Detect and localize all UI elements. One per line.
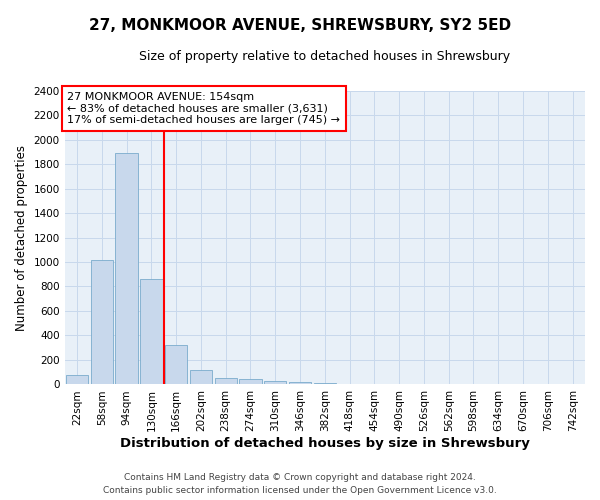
Text: 27, MONKMOOR AVENUE, SHREWSBURY, SY2 5ED: 27, MONKMOOR AVENUE, SHREWSBURY, SY2 5ED [89,18,511,32]
Bar [115,153,138,384]
Bar [165,346,187,385]
Bar [140,279,163,384]
Bar [91,260,113,384]
Y-axis label: Number of detached properties: Number of detached properties [15,144,28,330]
Text: 27 MONKMOOR AVENUE: 154sqm
← 83% of detached houses are smaller (3,631)
17% of s: 27 MONKMOOR AVENUE: 154sqm ← 83% of deta… [67,92,340,125]
Bar [190,370,212,384]
Title: Size of property relative to detached houses in Shrewsbury: Size of property relative to detached ho… [139,50,511,63]
Bar [264,381,286,384]
Bar [239,379,262,384]
Bar [289,382,311,384]
X-axis label: Distribution of detached houses by size in Shrewsbury: Distribution of detached houses by size … [120,437,530,450]
Bar [66,374,88,384]
Bar [215,378,237,384]
Bar [314,383,336,384]
Text: Contains HM Land Registry data © Crown copyright and database right 2024.
Contai: Contains HM Land Registry data © Crown c… [103,474,497,495]
